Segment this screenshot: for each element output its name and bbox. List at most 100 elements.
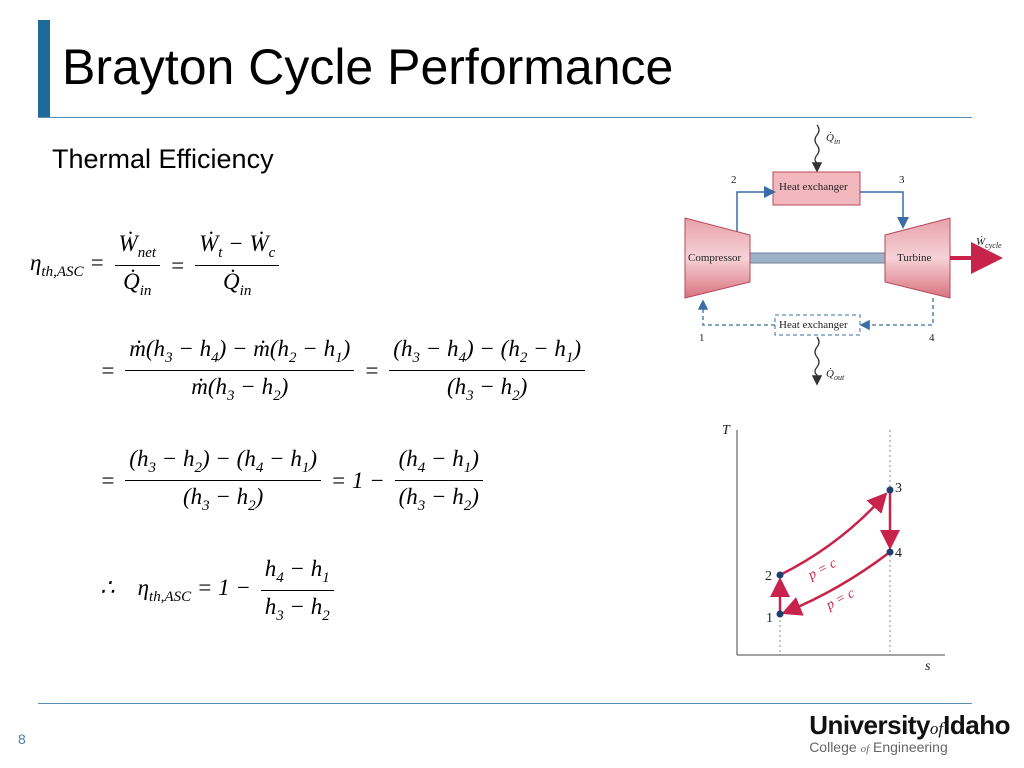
math-text: 4 [895,546,902,561]
subscript: 2 [512,388,520,404]
math-text: − h [527,336,566,361]
math-text: = [83,250,111,275]
math-text: h [264,556,277,581]
math-text: − h [234,374,274,399]
subscript: 3 [165,350,173,366]
logo-text: Engineering [873,739,948,755]
math-text: = [164,252,192,278]
subscript: 4 [458,350,466,366]
math-text: Heat exchanger [779,319,848,331]
math-text: − h [155,446,195,471]
equation-row: ∴ ηth,ASC = 1 − h4 − h1 h3 − h2 [100,553,338,628]
math-text: Compressor [688,252,742,264]
math-text: h [264,594,277,619]
ts-label: 2 [765,569,772,585]
math-text: Ẇ [199,231,219,256]
process-2-3 [779,492,888,577]
slide-title: Brayton Cycle Performance [62,39,674,95]
flow-line [697,299,775,326]
math-text: s [925,659,931,674]
math-text: (h [398,446,418,471]
state-point [886,486,894,494]
fraction: Ẇt − Ẇc Q̇in [195,228,280,303]
math-text: ) − (h [465,336,520,361]
state-point [776,610,784,618]
state-point [776,571,784,579]
fraction: h4 − h1 h3 − h2 [260,553,334,628]
equation-row: = ṁ(h3 − h4) − ṁ(h2 − h1) ṁ(h3 − h2) = (h… [100,333,589,408]
schematic-label: Q̇in [826,132,840,146]
numerator: ṁ(h3 − h4) − ṁ(h2 − h1) [125,333,355,371]
fraction: ṁ(h3 − h4) − ṁ(h2 − h1) ṁ(h3 − h2) [125,333,355,408]
state-point [886,548,894,556]
subscript: 2 [289,350,297,366]
math-text: 1 [699,332,705,344]
denominator: ṁ(h3 − h2) [187,371,292,408]
subscript: 1 [301,460,310,476]
schematic-label: 2 [731,174,737,186]
math-text: = [100,357,122,383]
subscript: 1 [322,570,330,586]
subscript: out [833,373,845,382]
subscript: in [239,283,252,299]
subscript: 3 [202,498,210,514]
math-text: 3 [895,481,902,496]
math-text: ) [573,336,582,361]
math-text: ṁ(h [129,336,166,361]
subscript: 1 [565,350,574,366]
schematic-label: 4 [929,332,935,344]
math-text: (h [129,446,149,471]
subscript: in [139,283,152,299]
math-text: 2 [731,174,737,186]
schematic-label: Q̇out [826,368,844,382]
subscript: 4 [276,570,284,586]
schematic-label: 3 [899,174,905,186]
math-text: Ẇ [118,231,138,256]
math-text: ) [471,446,479,471]
math-text: ṁ(h [191,374,228,399]
subscript: 3 [412,350,420,366]
math-text: − h [296,336,336,361]
math-text: Ẇ [976,236,986,248]
math-text: 3 [899,174,905,186]
math-text: ) [471,484,479,509]
ts-label: s [925,659,930,675]
ts-label: 1 [766,611,773,627]
math-text: (h [398,484,418,509]
heat-out-arrow [811,336,823,386]
fraction: Ẇnet Q̇in [114,228,161,303]
subscript: 2 [519,350,528,366]
subscript: 2 [273,388,281,404]
subscript: net [137,245,157,261]
subscript: th,ASC [41,264,84,280]
flow-line [860,191,909,229]
math-text: − h [263,446,302,471]
logo: UniversityofIdaho College of Engineering [809,710,1010,755]
math-text: − h [473,374,513,399]
math-text: ) − (h [201,446,256,471]
subscript: in [833,137,841,146]
math-text: ) [280,374,289,399]
subscript: 4 [211,350,219,366]
logo-college: College of Engineering [809,739,1010,755]
page-number: 8 [18,731,26,747]
subscript: 3 [148,460,156,476]
math-text: − h [283,556,323,581]
schematic-label: Ẇcycle [976,236,1002,250]
math-inline: ηth,ASC = [30,250,111,281]
math-text: T [722,423,730,438]
subscript: 4 [255,460,264,476]
subscript: cycle [985,241,1002,250]
math-text: − [222,231,250,256]
numerator: Ẇnet [114,228,161,266]
accent-bar [38,20,50,118]
flow-line [859,298,934,331]
math-text: Ẇ [249,231,269,256]
flow-line [736,186,776,232]
subscript: 4 [417,460,426,476]
subscript: 3 [417,498,426,514]
numerator: Ẇt − Ẇc [195,228,280,266]
denominator: Q̇in [219,266,255,303]
ts-label: 4 [895,546,902,562]
